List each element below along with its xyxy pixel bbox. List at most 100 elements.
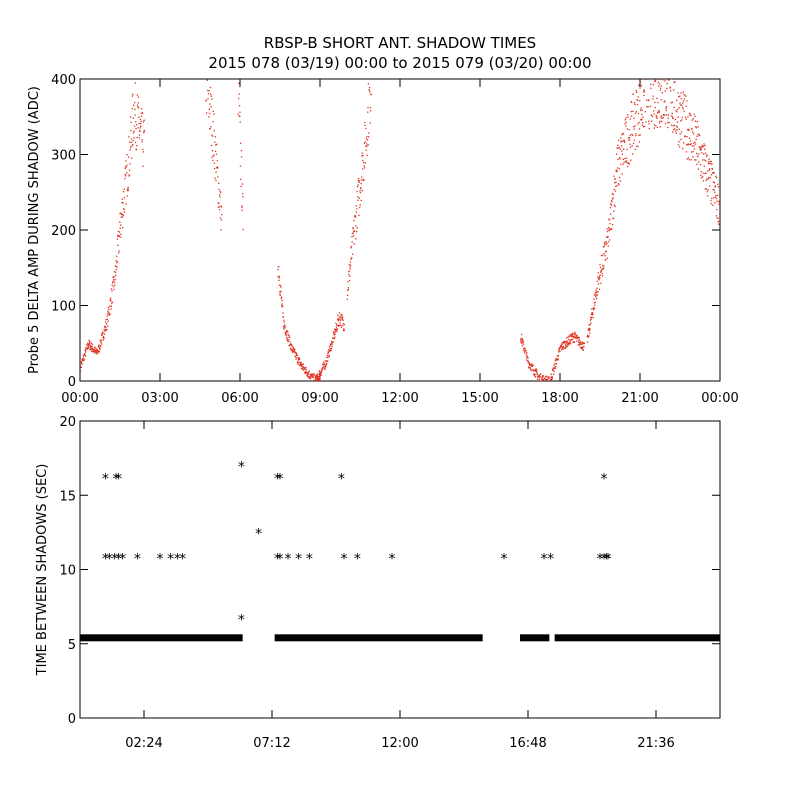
data-point — [239, 121, 241, 123]
data-point — [664, 71, 665, 72]
data-point: * — [113, 471, 120, 487]
data-point — [212, 121, 214, 123]
data-point — [133, 130, 135, 132]
data-point — [600, 282, 602, 284]
data-point — [545, 375, 547, 378]
data-point — [205, 100, 207, 102]
data-point: * — [102, 471, 109, 487]
data-point — [305, 369, 307, 371]
data-point — [667, 114, 670, 116]
data-point — [308, 377, 310, 379]
data-point — [587, 329, 589, 331]
data-point — [705, 172, 707, 174]
data-point — [353, 243, 355, 245]
data-point — [588, 327, 591, 330]
data-point — [129, 116, 132, 118]
data-point — [316, 376, 319, 378]
data-point — [689, 114, 691, 116]
data-point — [112, 282, 114, 284]
y-tick-label: 0 — [68, 712, 76, 727]
data-point — [592, 313, 594, 315]
data-point — [630, 159, 632, 161]
data-point — [672, 117, 674, 119]
data-point — [662, 65, 663, 66]
data-point — [640, 119, 642, 121]
data-point — [581, 343, 583, 345]
data-point — [530, 368, 532, 371]
data-point — [539, 376, 542, 378]
data-point — [106, 322, 108, 325]
data-point — [283, 321, 285, 323]
data-point — [676, 121, 679, 123]
data-point — [609, 223, 611, 225]
data-point — [699, 146, 701, 148]
data-point — [214, 141, 216, 143]
data-point — [242, 228, 244, 231]
data-point — [716, 200, 718, 202]
data-point — [297, 363, 299, 365]
data-point — [708, 161, 710, 163]
data-point — [575, 334, 578, 337]
data-point — [673, 106, 675, 109]
data-point — [341, 314, 343, 317]
data-point — [701, 145, 704, 148]
data-point — [705, 188, 708, 190]
data-point — [681, 106, 684, 108]
data-point — [103, 329, 105, 331]
data-point — [705, 160, 707, 162]
data-point — [363, 179, 365, 181]
data-point — [601, 269, 603, 271]
data-point — [589, 319, 592, 321]
data-point — [142, 121, 145, 123]
data-point — [90, 350, 93, 352]
data-point — [215, 153, 218, 155]
data-point — [329, 349, 331, 352]
data-point — [137, 96, 140, 98]
data-point — [684, 135, 686, 138]
data-point — [568, 338, 570, 341]
data-point — [123, 208, 125, 211]
data-point — [535, 368, 537, 370]
data-point — [364, 141, 366, 143]
data-point — [284, 324, 286, 326]
data-point — [111, 290, 113, 292]
data-point — [689, 140, 692, 142]
data-point — [578, 341, 580, 344]
data-point — [86, 343, 88, 346]
data-point — [300, 365, 302, 368]
data-point — [618, 147, 620, 149]
data-point — [686, 135, 688, 138]
data-point — [611, 228, 613, 230]
data-point — [574, 341, 576, 343]
data-point: * — [277, 552, 284, 568]
data-point — [613, 210, 615, 212]
data-point — [316, 375, 318, 377]
data-point — [314, 379, 316, 381]
data-point — [318, 378, 320, 381]
data-point — [238, 115, 240, 117]
data-point — [124, 211, 126, 213]
data-point — [520, 337, 522, 340]
data-point — [142, 151, 144, 153]
data-point — [626, 128, 628, 130]
data-point — [589, 324, 591, 326]
data-point — [631, 101, 633, 104]
data-point — [656, 97, 658, 100]
data-point — [642, 70, 643, 71]
data-point — [594, 304, 596, 306]
data-point — [279, 291, 281, 293]
data-point — [619, 158, 621, 160]
data-point — [624, 160, 627, 163]
data-point — [638, 84, 640, 87]
data-point — [709, 160, 711, 163]
data-point — [576, 334, 578, 336]
data-point — [289, 344, 291, 346]
data-point — [106, 329, 108, 331]
data-point — [717, 221, 719, 223]
data-point — [599, 276, 601, 279]
data-point — [596, 294, 599, 296]
data-point — [337, 314, 339, 316]
data-point — [614, 205, 616, 208]
data-point — [280, 296, 283, 298]
data-point: * — [605, 552, 612, 568]
